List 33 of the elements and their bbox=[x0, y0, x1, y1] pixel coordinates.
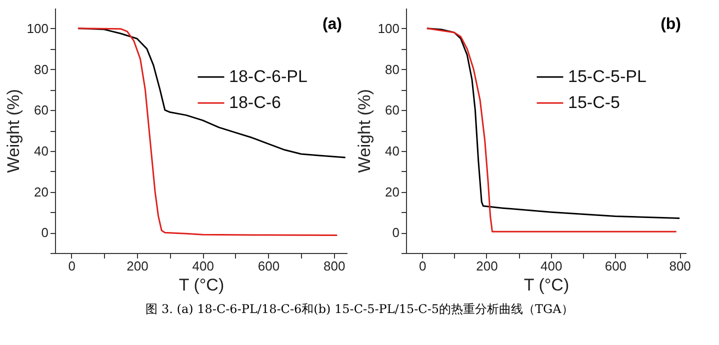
x-tick-label: 0 bbox=[68, 258, 76, 274]
annotation: (b) bbox=[660, 16, 681, 33]
x-axis-title: T (°C) bbox=[178, 276, 224, 294]
legend-label: 15-C-5 bbox=[568, 93, 620, 112]
x-tick-label: 800 bbox=[669, 258, 691, 274]
legend-label: 18-C-6 bbox=[229, 93, 281, 112]
y-tick-label: 40 bbox=[34, 143, 48, 158]
y-tick-label: 100 bbox=[378, 20, 400, 36]
caption: 图 3. (a) 18-C-6-PL/18-C-6和(b) 15-C-5-PL/15-C-5的热重分析曲线（TGA） bbox=[144, 301, 574, 318]
x-tick-label: 800 bbox=[324, 258, 346, 274]
annotation: (a) bbox=[322, 16, 342, 33]
y-tick-label: 20 bbox=[34, 184, 48, 200]
y-tick-label: 20 bbox=[385, 184, 400, 200]
y-tick-label: 60 bbox=[385, 102, 400, 118]
y-axis-title: Weight (%) bbox=[4, 89, 23, 173]
x-tick-label: 0 bbox=[418, 258, 426, 274]
y-tick-label: 80 bbox=[385, 62, 400, 77]
x-tick-label: 400 bbox=[540, 258, 562, 274]
x-tick-label: 200 bbox=[126, 258, 148, 274]
y-tick-label: 100 bbox=[26, 20, 48, 36]
y-axis-title: Weight (%) bbox=[354, 89, 374, 173]
y-tick-label: 80 bbox=[34, 62, 48, 77]
y-tick-label: 40 bbox=[385, 143, 400, 158]
y-tick-label: 0 bbox=[392, 225, 400, 240]
x-tick-label: 200 bbox=[476, 258, 498, 274]
y-tick-label: 60 bbox=[34, 102, 48, 118]
legend-label: 18-C-6-PL bbox=[229, 67, 308, 86]
legend-label: 15-C-5-PL bbox=[568, 67, 646, 86]
x-tick-label: 400 bbox=[192, 258, 214, 274]
x-tick-label: 600 bbox=[604, 258, 627, 274]
x-axis-title: T (°C) bbox=[524, 276, 570, 294]
x-tick-label: 600 bbox=[258, 258, 280, 274]
y-tick-label: 0 bbox=[41, 225, 48, 240]
